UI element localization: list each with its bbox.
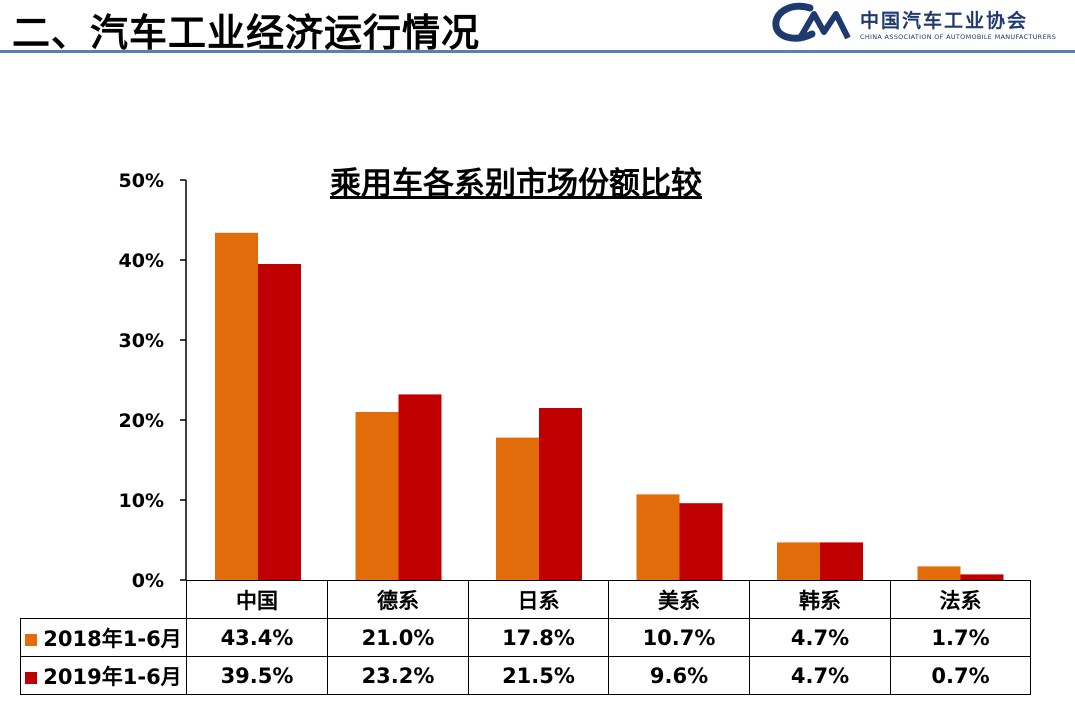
table-row: 2018年1-6月 43.4% 21.0% 17.8% 10.7% 4.7% 1… bbox=[20, 618, 1031, 657]
category-row: 中国 德系 日系 美系 韩系 法系 bbox=[20, 580, 1031, 619]
bar-2018 bbox=[636, 494, 680, 580]
data-table: 中国 德系 日系 美系 韩系 法系 2018年1-6月 43.4% 21.0% … bbox=[20, 580, 1031, 695]
y-tick-label: 20% bbox=[119, 410, 164, 432]
chart-title: 乘用车各系别市场份额比较 bbox=[330, 166, 702, 202]
association-logo: 中国汽车工业协会 CHINA ASSOCIATION OF AUTOMOBILE… bbox=[770, 2, 1070, 46]
series-name: 2018年1-6月 bbox=[43, 626, 182, 651]
logo-chinese-name: 中国汽车工业协会 bbox=[860, 10, 1029, 32]
y-tick-label: 40% bbox=[119, 250, 164, 272]
data-cell: 43.4% bbox=[186, 618, 328, 657]
series-name: 2019年1-6月 bbox=[43, 664, 182, 689]
bar-2019 bbox=[679, 503, 723, 580]
data-cell: 4.7% bbox=[749, 618, 891, 657]
category-label: 美系 bbox=[608, 580, 750, 619]
bar-2019 bbox=[539, 408, 582, 580]
legend-swatch bbox=[25, 633, 38, 646]
y-tick-label: 30% bbox=[119, 330, 164, 352]
slide-header: 二、汽车工业经济运行情况 中国汽车工业协会 CHINA ASSOCIATION … bbox=[0, 0, 1075, 56]
bar-2018 bbox=[355, 412, 399, 580]
data-cell: 21.0% bbox=[327, 618, 469, 657]
cam-logo-icon bbox=[772, 2, 851, 42]
category-label: 法系 bbox=[890, 580, 1031, 619]
header-divider bbox=[0, 50, 1075, 53]
bar-2018 bbox=[215, 232, 258, 581]
data-cell: 17.8% bbox=[468, 618, 609, 657]
bar-2019 bbox=[960, 574, 1004, 580]
bar-2018 bbox=[777, 542, 820, 580]
legend-entry-2019: 2019年1-6月 bbox=[20, 656, 187, 695]
bar-2019 bbox=[820, 542, 863, 580]
y-tick-label: 10% bbox=[119, 490, 164, 512]
logo-english-name: CHINA ASSOCIATION OF AUTOMOBILE MANUFACT… bbox=[860, 33, 1057, 41]
category-label: 韩系 bbox=[749, 580, 891, 619]
legend-swatch bbox=[25, 671, 38, 684]
category-label: 德系 bbox=[327, 580, 469, 619]
bar-2019 bbox=[398, 394, 442, 580]
legend-entry-2018: 2018年1-6月 bbox=[20, 618, 187, 657]
data-cell: 0.7% bbox=[890, 656, 1031, 695]
page-title: 二、汽车工业经济运行情况 bbox=[12, 11, 481, 55]
y-tick-label: 50% bbox=[119, 170, 164, 192]
data-cell: 9.6% bbox=[608, 656, 750, 695]
data-cell: 1.7% bbox=[890, 618, 1031, 657]
bar-2018 bbox=[917, 566, 961, 580]
data-cell: 39.5% bbox=[186, 656, 328, 695]
bar-2019 bbox=[258, 264, 301, 580]
data-cell: 21.5% bbox=[468, 656, 609, 695]
data-cell: 10.7% bbox=[608, 618, 750, 657]
table-corner bbox=[20, 580, 187, 619]
bar-2018 bbox=[496, 437, 539, 580]
table-row: 2019年1-6月 39.5% 23.2% 21.5% 9.6% 4.7% 0.… bbox=[20, 656, 1031, 695]
data-cell: 23.2% bbox=[327, 656, 469, 695]
category-label: 中国 bbox=[186, 580, 328, 619]
category-label: 日系 bbox=[468, 580, 609, 619]
data-cell: 4.7% bbox=[749, 656, 891, 695]
